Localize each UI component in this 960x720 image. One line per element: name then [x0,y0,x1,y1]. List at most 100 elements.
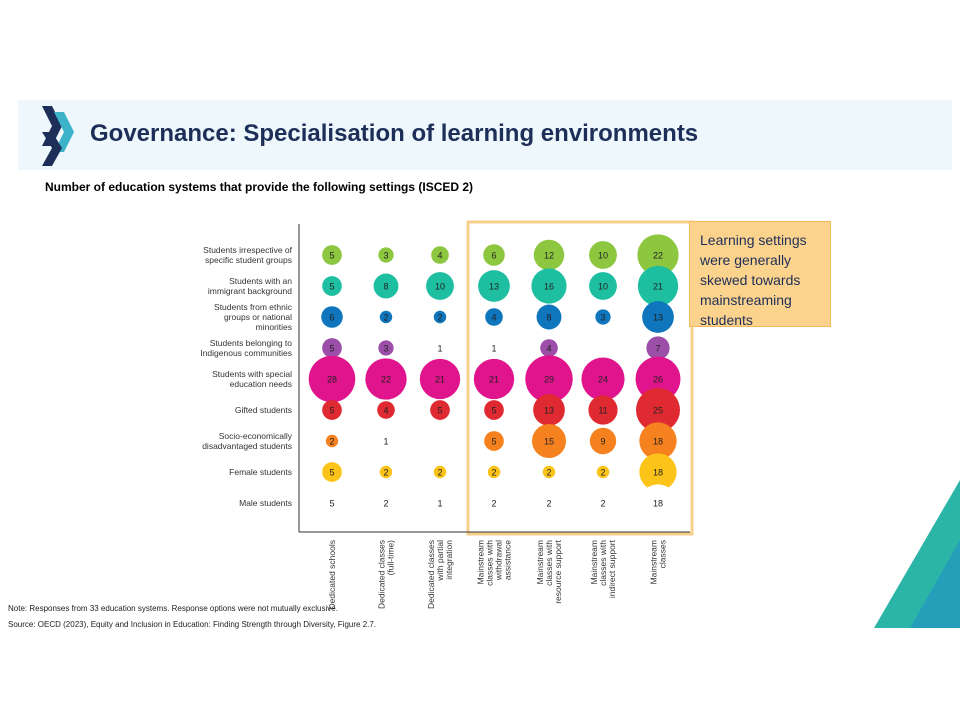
slide-title: Governance: Specialisation of learning e… [90,120,699,147]
bubble-label: 4 [437,251,442,261]
bubble [321,306,343,328]
bubble [639,453,677,491]
bubble-label: 25 [653,406,663,416]
bubble-label: 2 [491,468,496,478]
bubble [581,357,625,401]
bubble [322,276,342,296]
bubble [419,358,461,400]
bubble [595,309,611,325]
bubble-label: 21 [435,375,445,385]
oecd-logo-icon [42,106,74,166]
bubble [636,388,680,432]
bubble-label: 5 [329,468,334,478]
bubble-label: 6 [329,313,334,323]
bubble-label: 28 [327,375,337,385]
bubble [322,462,342,482]
bubble [642,301,674,333]
bubble-label: 5 [329,406,334,416]
bubble [542,496,556,510]
bubble-label: 2 [329,437,334,447]
bubble-label: 4 [546,344,551,354]
bubble [365,358,407,400]
bubble [325,434,339,448]
bubble-label: 8 [546,313,551,323]
bubble-label: 18 [653,437,663,447]
bubble [431,246,449,264]
row-label: Socio-economically disadvantaged students [202,431,293,451]
bubble [377,401,395,419]
bubble-label: 10 [598,251,608,261]
row-label: Students with special education needs [212,369,292,389]
bubble [646,336,670,360]
source-text: Source: OECD (2023), Equity and Inclusio… [8,620,377,629]
bubble [379,310,393,324]
bubble [322,493,342,513]
bubble [483,244,505,266]
bubble [378,340,394,356]
bubble-label: 13 [544,406,554,416]
bubble [378,247,394,263]
row-label: Female students [229,467,292,477]
column-label: Mainstreamclasses withresource support [535,539,563,603]
bubble-label: 3 [600,313,605,323]
bubble-label: 21 [489,375,499,385]
bubble [487,496,501,510]
bubble [637,234,679,276]
bubble [487,465,501,479]
bubble [536,304,562,330]
bubble-label: 10 [598,282,608,292]
row-label: Gifted students [235,405,292,415]
bubble [433,310,447,324]
bubble-label: 18 [653,499,663,509]
bubble-label: 2 [437,468,442,478]
bubble [531,268,567,304]
row-label: Students from ethnic groups or national mi… [214,302,293,332]
note-text: Note: Responses from 33 education system… [8,604,338,613]
bubble-label: 10 [435,282,445,292]
bubble [596,496,610,510]
bubble-label: 5 [491,406,496,416]
bubble [531,423,567,459]
bubble-label: 5 [329,282,334,292]
bubble-label: 2 [546,499,551,509]
bubble-label: 2 [383,468,388,478]
bubble-label: 6 [491,251,496,261]
bubble [639,484,677,522]
bubble [322,245,342,265]
bubble [533,239,565,271]
bubble [485,308,503,326]
column-label: Mainstreamclasses [649,540,668,584]
bubble-label: 1 [437,499,442,509]
column-label: Dedicated schools [327,540,337,609]
bubble [542,465,556,479]
bubble-label: 1 [383,437,388,447]
bubble-label: 4 [383,406,388,416]
callout-box: Learning settings were generally skewed … [689,221,831,328]
bubble [473,358,515,400]
bubble-label: 2 [546,468,551,478]
bubble [308,355,356,403]
bubble-label: 4 [491,313,496,323]
bubble-label: 5 [437,406,442,416]
bubble-label: 7 [655,344,660,354]
bubble [589,272,617,300]
bubble [637,265,679,307]
bubble-label: 13 [653,313,663,323]
bubble [639,422,677,460]
column-label: Dedicated classeswith partialintegration [426,540,454,609]
row-label: Students belonging to Indigenous communit… [200,338,292,358]
bubble [322,338,342,358]
bubble-label: 2 [600,499,605,509]
bubble-label: 22 [381,375,391,385]
bubble [478,270,510,302]
row-label: Students with an immigrant background [208,276,292,296]
bubble [540,339,558,357]
slide-header-band [18,100,952,170]
bubble-label: 11 [598,406,607,416]
bubble-label: 5 [329,251,334,261]
column-label: Mainstreamclasses withwithdrawalassistan… [476,540,513,586]
bubble [426,272,454,300]
bubble-label: 1 [491,344,496,354]
bubble-label: 1 [437,344,442,354]
bubble-label: 26 [653,375,663,385]
